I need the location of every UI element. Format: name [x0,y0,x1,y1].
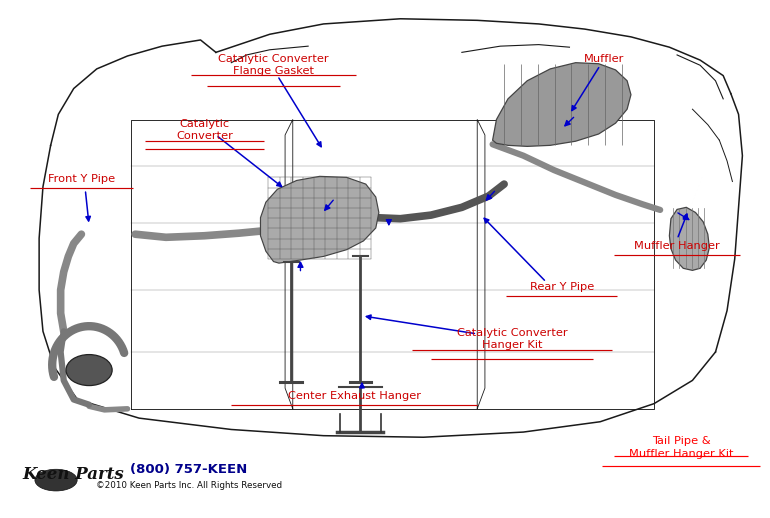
Text: ©2010 Keen Parts Inc. All Rights Reserved: ©2010 Keen Parts Inc. All Rights Reserve… [96,481,282,490]
Polygon shape [260,176,379,263]
Text: Keen Parts: Keen Parts [23,466,125,483]
Text: Muffler Hanger: Muffler Hanger [634,241,720,251]
Text: Catalytic
Converter: Catalytic Converter [176,119,233,141]
Text: (800) 757-KEEN: (800) 757-KEEN [130,463,248,476]
Polygon shape [493,63,631,147]
Text: Tail Pipe &
Muffler Hanger Kit: Tail Pipe & Muffler Hanger Kit [628,436,733,459]
Polygon shape [669,207,709,270]
Circle shape [66,355,112,385]
Text: Muffler: Muffler [584,53,624,64]
Text: Catalytic Converter
Flange Gasket: Catalytic Converter Flange Gasket [218,54,329,77]
Text: Front Y Pipe: Front Y Pipe [48,174,115,184]
Text: Rear Y Pipe: Rear Y Pipe [530,282,594,293]
Text: Catalytic Converter
Hanger Kit: Catalytic Converter Hanger Kit [457,328,567,350]
Text: Center Exhaust Hanger: Center Exhaust Hanger [288,391,420,401]
Ellipse shape [35,469,77,491]
